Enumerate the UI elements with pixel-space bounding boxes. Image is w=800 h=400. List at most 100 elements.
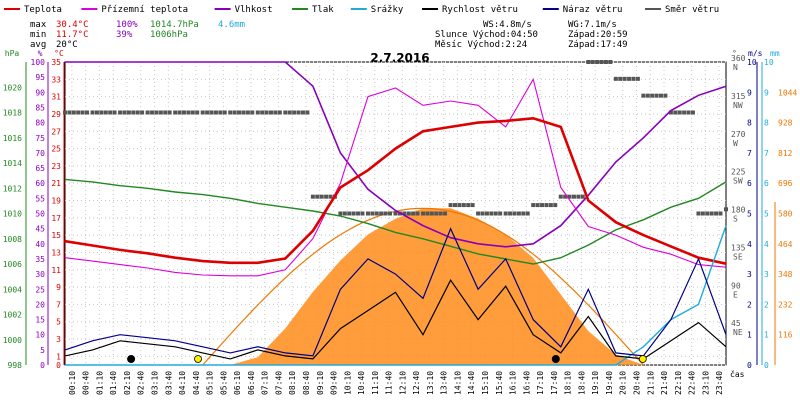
x-tick-35: 17:40	[550, 371, 559, 395]
temp-point	[642, 234, 645, 236]
mm-tick-3: 3	[764, 270, 769, 279]
mm-tick-4: 4	[764, 240, 769, 249]
x-tick-38: 19:10	[591, 371, 600, 395]
dir-tick-7: 45	[731, 319, 741, 328]
wind-dir-point	[342, 211, 347, 216]
temp-point	[477, 121, 479, 124]
wind-dir-point	[618, 76, 623, 81]
x-tick-11: 05:40	[219, 371, 228, 395]
chart-legend: Teplota Přízemní teplota Vlhkost Tlak Srážky…	[4, 5, 719, 15]
wind-dir-point	[145, 110, 150, 115]
legend-label-3: Tlak	[312, 5, 334, 15]
series-wind-speed	[64, 279, 727, 360]
mm-tick-9: 9	[764, 88, 769, 97]
hpa-tick-5: 1008	[3, 235, 22, 244]
wind-dir-point	[434, 211, 439, 216]
pct-tick-15: 75	[35, 134, 45, 143]
x-tick-2: 01:10	[95, 371, 104, 395]
ms-tick-2: 2	[747, 300, 752, 309]
wind-dir-point	[668, 110, 673, 115]
wind-dir-point	[673, 110, 678, 115]
wind-dir-point	[682, 110, 687, 115]
wind-dir-point	[273, 110, 278, 115]
sunset-icon	[638, 355, 647, 363]
wind-dir-point	[425, 211, 430, 216]
mm-tick-1: 1	[764, 331, 769, 340]
wind-dir-point	[531, 203, 536, 208]
hpa-tick-10: 1018	[3, 109, 22, 118]
wind-dir-point	[387, 211, 392, 216]
c-tick-1: 1	[56, 352, 61, 361]
x-tick-34: 17:10	[536, 371, 545, 395]
x-tick-4: 02:10	[123, 371, 132, 395]
wind-dir-point	[154, 110, 159, 115]
wind-dir-point	[493, 211, 498, 216]
ms-tick-9: 9	[747, 88, 752, 97]
solar-tick-0: 116	[778, 331, 793, 340]
wind-dir-point	[200, 110, 205, 115]
temp-point	[146, 252, 149, 255]
ms-tick-0: 0	[747, 361, 752, 370]
wind-dir-point	[484, 211, 489, 216]
wind-dir-point	[700, 211, 705, 216]
x-tick-23: 11:40	[385, 371, 394, 395]
wind-dir-point	[558, 194, 563, 199]
wind-dir-point	[677, 110, 682, 115]
mm-tick-6: 6	[764, 179, 769, 188]
wind-dir-point	[608, 60, 613, 64]
c-tick-18: 35	[51, 58, 61, 67]
wind-dir-point	[374, 211, 379, 216]
wind-dir-point	[544, 203, 549, 208]
x-tick-18: 09:10	[316, 371, 325, 395]
wind-dir-point	[85, 110, 90, 115]
min-label: min	[30, 30, 46, 40]
x-tick-40: 20:10	[619, 371, 628, 395]
wind-dir-point	[480, 211, 485, 216]
temp-point	[91, 244, 94, 247]
temp-point	[367, 169, 369, 172]
c-axis-label: °C	[54, 49, 64, 58]
temp-point	[229, 262, 232, 264]
wind-dir-point	[255, 110, 260, 115]
series-gust	[64, 227, 727, 357]
wind-dir-point	[324, 194, 329, 199]
wind-dir-point	[67, 110, 72, 115]
wind-dir-point	[158, 110, 163, 115]
wind-dir-point	[190, 110, 195, 115]
wind-dir-point	[709, 211, 714, 216]
wind-dir-point	[131, 110, 136, 115]
sun-rise: Slunce Východ:04:50	[435, 30, 538, 40]
pct-axis-label: %	[38, 49, 43, 58]
x-tick-1: 00:40	[82, 371, 91, 395]
hpa-tick-6: 1010	[3, 210, 22, 219]
temp-point	[587, 199, 590, 202]
solar-tick-6: 812	[778, 149, 793, 158]
wind-dir-point	[563, 194, 568, 199]
dir-tick-4: 180	[731, 206, 746, 215]
wind-dir-point	[383, 211, 388, 216]
pct-tick-17: 85	[35, 103, 45, 112]
x-tick-21: 10:40	[357, 371, 366, 395]
wind-dir-point	[461, 203, 466, 208]
wind-dir-point	[63, 110, 67, 115]
min-temp: 11.7°C	[56, 30, 89, 40]
wind-dir-point	[71, 110, 76, 115]
wind-dir-point	[213, 110, 218, 115]
wind-dir-point	[622, 76, 627, 81]
legend-label-4: Srážky	[371, 5, 404, 15]
wind-dir-point	[126, 110, 131, 115]
wind-dir-point	[118, 110, 123, 115]
dir-tick-3: 225	[731, 168, 746, 177]
wind-dir-point	[654, 93, 659, 98]
x-tick-3: 01:40	[109, 371, 118, 395]
max-hum: 100%	[116, 20, 138, 30]
wind-dir-point	[631, 76, 636, 81]
wind-dir-point	[498, 211, 503, 216]
moon-set: Západ:17:49	[568, 40, 628, 50]
wind-dir-point	[365, 211, 370, 216]
legend-label-2: Vlhkost	[235, 5, 273, 15]
wind-dir-point	[452, 203, 457, 208]
series-humidity	[65, 61, 727, 248]
wind-dir-point	[237, 110, 242, 115]
